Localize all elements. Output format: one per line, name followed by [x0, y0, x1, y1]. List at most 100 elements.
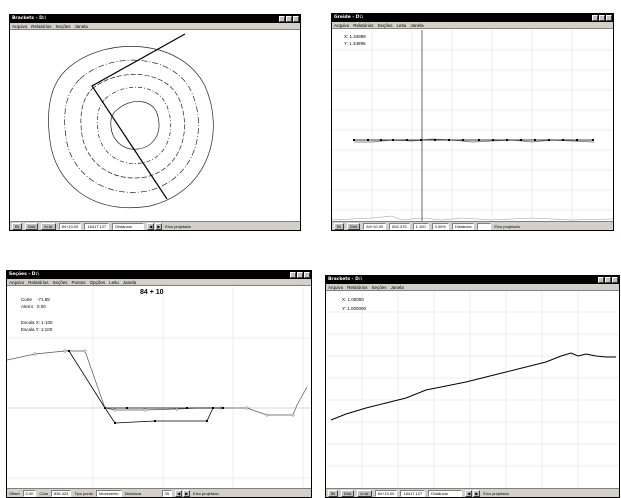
- title-bar[interactable]: Brackets - D:\: [10, 15, 300, 23]
- vertex-points: [353, 139, 594, 141]
- menu-leitu[interactable]: Leitu: [109, 279, 119, 285]
- mode-label: Eixo projetado: [483, 490, 509, 496]
- grid-button[interactable]: Grid: [340, 489, 355, 497]
- title-bar[interactable]: Greide - D:\: [332, 14, 613, 22]
- station-field: 84+10.00: [374, 489, 398, 497]
- menu-janela[interactable]: Janela: [390, 284, 404, 290]
- tipo-label: Tipo ponto: [74, 490, 94, 496]
- profile-graph: [332, 30, 613, 223]
- alignment-line: [91, 33, 186, 200]
- next-arrow-icon[interactable]: ▶: [183, 489, 191, 497]
- minimize-button[interactable]: [290, 272, 296, 278]
- contour-lines: [48, 46, 214, 208]
- maximize-button[interactable]: [605, 277, 611, 283]
- prev-arrow-icon[interactable]: ◀: [175, 489, 183, 497]
- menu-secoes[interactable]: Seções: [377, 22, 393, 28]
- distance-label: Distância: [112, 222, 145, 230]
- terrain-points: [33, 349, 295, 417]
- status-bar: Bt Grid In Ar 84+10.00 18417.127 Distânc…: [326, 488, 619, 497]
- menu-secoes[interactable]: Seções: [371, 284, 387, 290]
- brackets-window-top-left: Brackets - D:\ Arquivo Relatórios Seções…: [9, 14, 301, 231]
- secoes-window: Seções - D:\ Arquivo Relatórios Seções P…: [6, 270, 312, 498]
- minimize-button[interactable]: [598, 277, 604, 283]
- menu-janela[interactable]: Janela: [74, 23, 88, 29]
- menu-janela[interactable]: Janela: [122, 279, 137, 285]
- maximize-button[interactable]: [297, 272, 303, 278]
- contour-plan-canvas[interactable]: [10, 31, 300, 221]
- bt-button[interactable]: Bt: [334, 222, 344, 230]
- menu-arquivo[interactable]: Arquivo: [12, 23, 28, 29]
- grid-button[interactable]: Grid: [24, 222, 39, 230]
- distance-label: Distância: [124, 490, 142, 496]
- minimize-button[interactable]: [592, 15, 598, 21]
- grid-lines: [7, 287, 311, 490]
- title-bar[interactable]: Seções - D:\: [7, 271, 311, 279]
- menu-arquivo[interactable]: Arquivo: [328, 284, 344, 290]
- menu-relatorios[interactable]: Relatórios: [347, 284, 368, 290]
- status-bar: Offset 0.00 Cota 835.424 Tipo ponto Movi…: [7, 488, 311, 497]
- close-button[interactable]: [612, 277, 618, 283]
- contour-map: [48, 33, 214, 208]
- tipo-field: Movimento: [96, 489, 122, 497]
- close-button[interactable]: [293, 16, 299, 22]
- prev-arrow-icon[interactable]: ◀: [147, 222, 155, 230]
- prev-arrow-icon[interactable]: ◀: [465, 489, 473, 497]
- menu-bar: Arquivo Relatórios Seções Leitu Janela: [332, 22, 613, 29]
- minimize-button[interactable]: [279, 16, 285, 22]
- section-template: [68, 350, 223, 424]
- status-bar: Bt Grid 84+10.00 852.375 1.100 0.00% Dis…: [332, 221, 613, 230]
- menu-relatorios[interactable]: Relatórios: [353, 22, 374, 28]
- brackets-canvas[interactable]: X: 1.00000 Y: 1.000000: [326, 292, 619, 490]
- maximize-button[interactable]: [286, 16, 292, 22]
- menu-leitu[interactable]: Leitu: [396, 22, 407, 28]
- bt-button[interactable]: Bt: [12, 222, 22, 230]
- distance-label: Distância: [451, 222, 475, 230]
- terrain-profile: [354, 138, 595, 143]
- menu-arquivo[interactable]: Arquivo: [334, 22, 350, 28]
- next-arrow-icon[interactable]: ▶: [473, 489, 481, 497]
- mode-label: Eixo projetado: [165, 223, 191, 229]
- cross-section-canvas[interactable]: 84 + 10 Corte -71.88 Aterro 0.00 Escala …: [7, 287, 311, 490]
- distance-label: Distância: [428, 489, 463, 497]
- menu-arquivo[interactable]: Arquivo: [9, 279, 25, 285]
- station-field: 84+10.00: [58, 222, 82, 230]
- menu-bar: Arquivo Relatórios Seções Pontos Opções …: [7, 279, 311, 286]
- window-title: Brackets - D:\: [328, 277, 363, 282]
- menu-bar: Arquivo Relatórios Seções Janela: [10, 23, 300, 30]
- cota-field: 835.424: [50, 489, 72, 497]
- menu-secoes[interactable]: Seções: [52, 279, 68, 285]
- offset-label: Offset: [9, 490, 20, 496]
- next-arrow-icon[interactable]: ▶: [155, 222, 163, 230]
- elevation-field: 852.375: [389, 222, 410, 230]
- station-label: 84 + 10: [140, 289, 164, 296]
- close-button[interactable]: [606, 15, 612, 21]
- window-title: Brackets - D:\: [12, 16, 47, 21]
- menu-pontos[interactable]: Pontos: [71, 279, 86, 285]
- terrain-line: [7, 350, 308, 416]
- distance-field[interactable]: 35: [161, 489, 173, 497]
- in-ar-button[interactable]: In Ar: [357, 489, 372, 497]
- cota-label: Cota: [39, 490, 48, 496]
- close-button[interactable]: [304, 272, 310, 278]
- menu-relatorios[interactable]: Relatórios: [28, 279, 49, 285]
- menu-relatorios[interactable]: Relatórios: [31, 23, 52, 29]
- mode-label: Eixo projetado: [193, 490, 219, 496]
- title-bar[interactable]: Brackets - D:\: [326, 276, 619, 284]
- menu-secoes[interactable]: Seções: [55, 23, 71, 29]
- grid-button[interactable]: Grid: [346, 222, 361, 230]
- brackets-graph: [326, 292, 619, 490]
- in-ar-button[interactable]: In Ar: [41, 222, 56, 230]
- status-bar: Bt Grid In Ar 84+10.00 18417.127 Distânc…: [10, 221, 300, 230]
- menu-bar: Arquivo Relatórios Seções Janela: [326, 284, 619, 291]
- mode-label: Eixo projetado: [494, 223, 520, 229]
- menu-opcoes[interactable]: Opções: [89, 279, 106, 285]
- lower-band: [332, 215, 613, 221]
- bt-button[interactable]: Bt: [328, 489, 338, 497]
- maximize-button[interactable]: [599, 15, 605, 21]
- offset-field: 0.00: [22, 489, 37, 497]
- profile-canvas[interactable]: X: 1.34896 Y: 1.34896: [332, 30, 613, 223]
- distance-value: [477, 222, 492, 230]
- value1-field: 1.100: [412, 222, 429, 230]
- menu-janela[interactable]: Janela: [410, 22, 424, 28]
- aterro-label: Aterro: [21, 304, 34, 309]
